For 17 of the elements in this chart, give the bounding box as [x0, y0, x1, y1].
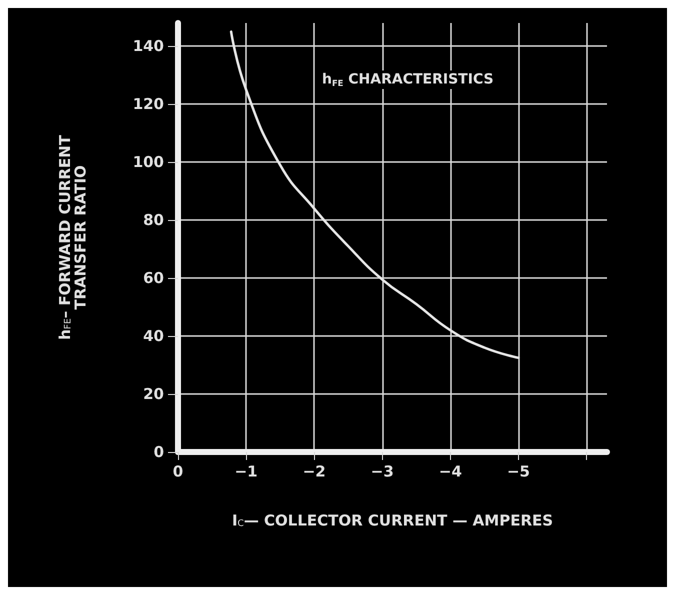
y-axis-title: hFE– FORWARD CURRENT TRANSFER RATIO: [56, 134, 90, 340]
y-tick-label: 140: [132, 37, 164, 56]
line-series: [230, 30, 520, 360]
y-tick-label: 100: [132, 153, 164, 172]
x-tick-label: −5: [506, 462, 530, 480]
x-axis-title: IC— COLLECTOR CURRENT — AMPERES: [232, 511, 554, 530]
y-tick-label: 20: [143, 385, 164, 404]
x-tick-label: −2: [302, 462, 326, 480]
x-tick-label: −1: [234, 462, 258, 480]
y-tick-label: 80: [143, 211, 164, 230]
y-tick-label: 40: [143, 327, 164, 346]
x-tick-label: −3: [370, 462, 394, 480]
y-tick-label: 120: [132, 95, 164, 114]
x-tick-label: 0: [172, 462, 184, 480]
x-tick-label: −4: [438, 462, 462, 480]
y-tick-label: 0: [154, 443, 164, 461]
y-tick-label: 60: [143, 269, 164, 288]
